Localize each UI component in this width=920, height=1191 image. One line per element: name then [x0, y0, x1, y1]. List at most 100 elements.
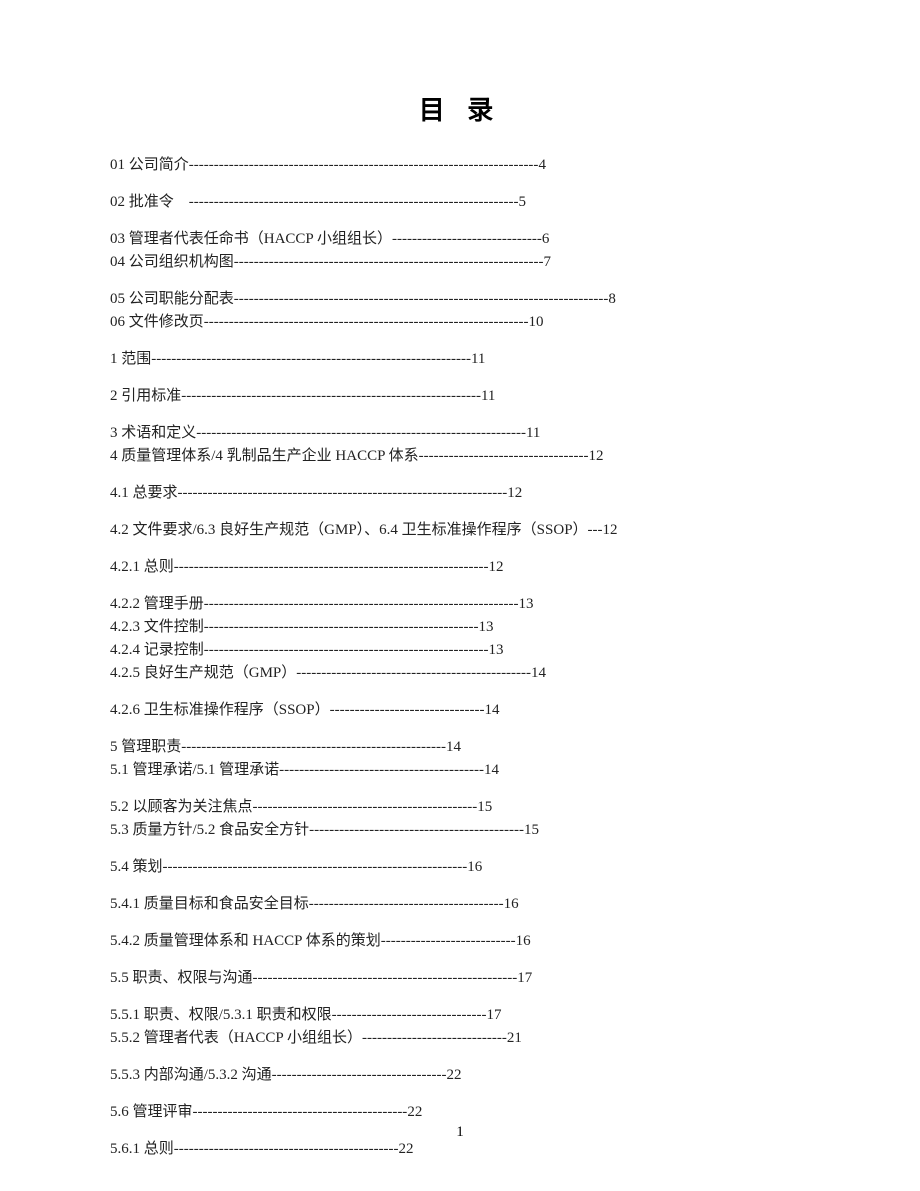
- toc-entry: 2 引用标准----------------------------------…: [110, 386, 810, 407]
- toc-entry: 4.2.4 记录控制------------------------------…: [110, 640, 810, 661]
- toc-entry-page: 10: [528, 312, 543, 333]
- toc-entry-page: 12: [488, 557, 503, 578]
- toc-entry-leader: ----------------------------------------…: [279, 760, 484, 781]
- toc-entry-page: 22: [447, 1065, 462, 1086]
- toc-entry: 01 公司简介---------------------------------…: [110, 155, 810, 176]
- toc-entry-leader: ----------------------------------------…: [234, 289, 604, 310]
- toc-entry-leader: -------------------------------: [332, 1005, 487, 1026]
- table-of-contents: 01 公司简介---------------------------------…: [110, 155, 810, 1160]
- toc-entry: 05 公司职能分配表------------------------------…: [110, 289, 810, 310]
- toc-entry-page: 7: [543, 252, 551, 273]
- toc-entry-page: -8: [603, 289, 616, 310]
- toc-entry-leader: -----------------------------------: [272, 1065, 447, 1086]
- toc-entry-page: 14: [531, 663, 546, 684]
- toc-entry-label: 05 公司职能分配表: [110, 289, 234, 310]
- toc-entry-label: 4.2.4 记录控制: [110, 640, 204, 661]
- toc-entry-leader: ----------------------------------------…: [174, 557, 489, 578]
- toc-entry: 5.5.2 管理者代表（HACCP 小组组长）-----------------…: [110, 1028, 810, 1049]
- toc-entry-label: 5.4.2 质量管理体系和 HACCP 体系的策划: [110, 931, 381, 952]
- toc-entry: 06 文件修改页--------------------------------…: [110, 312, 810, 333]
- toc-entry-leader: ----------------------------------------…: [204, 594, 519, 615]
- toc-entry-page: 13: [479, 617, 494, 638]
- toc-entry-page: 13: [518, 594, 533, 615]
- toc-entry: 3 术语和定义---------------------------------…: [110, 423, 810, 444]
- toc-entry-label: 5.5 职责、权限与沟通: [110, 968, 253, 989]
- toc-entry-leader: ----------------------------------------…: [181, 737, 446, 758]
- toc-entry-label: 2 引用标准: [110, 386, 181, 407]
- toc-entry-page: 16: [504, 894, 519, 915]
- toc-entry-label: 06 文件修改页: [110, 312, 204, 333]
- toc-entry-label: 5.5.3 内部沟通/5.3.2 沟通: [110, 1065, 272, 1086]
- toc-entry: 5.1 管理承诺/5.1 管理承诺-----------------------…: [110, 760, 810, 781]
- toc-entry-label: 4.2.3 文件控制: [110, 617, 204, 638]
- toc-entry-label: 5.4.1 质量目标和食品安全目标: [110, 894, 309, 915]
- toc-entry: 5.3 质量方针/5.2 食品安全方针---------------------…: [110, 820, 810, 841]
- toc-entry-page: 15: [477, 797, 492, 818]
- page-title: 目 录: [110, 90, 810, 127]
- toc-entry-label: 4 质量管理体系/4 乳制品生产企业 HACCP 体系: [110, 446, 419, 467]
- toc-entry: 4.2.6 卫生标准操作程序（SSOP）--------------------…: [110, 700, 810, 721]
- toc-entry-page: 17: [487, 1005, 502, 1026]
- toc-entry-leader: ----------------------------------------…: [178, 483, 508, 504]
- toc-entry: 5.4 策划----------------------------------…: [110, 857, 810, 878]
- toc-entry-leader: ----------------------------------------…: [204, 640, 489, 661]
- toc-entry: 4.2.1 总则--------------------------------…: [110, 557, 810, 578]
- toc-entry-page: 14: [484, 760, 499, 781]
- toc-entry-label: 5.2 以顾客为关注焦点: [110, 797, 253, 818]
- toc-entry: 5.4.2 质量管理体系和 HACCP 体系的策划---------------…: [110, 931, 810, 952]
- toc-entry-label: 5.5.2 管理者代表（HACCP 小组组长）: [110, 1028, 362, 1049]
- toc-entry-label: 5.5.1 职责、权限/5.3.1 职责和权限: [110, 1005, 332, 1026]
- toc-entry: 5.5.3 内部沟通/5.3.2 沟通---------------------…: [110, 1065, 810, 1086]
- toc-entry-label: 04 公司组织机构图: [110, 252, 234, 273]
- toc-entry-leader: ----------------------------------------…: [189, 192, 519, 213]
- toc-entry-page: 22: [399, 1139, 414, 1160]
- toc-entry: 5.5.1 职责、权限/5.3.1 职责和权限-----------------…: [110, 1005, 810, 1026]
- toc-entry-label: 4.2 文件要求/6.3 良好生产规范（GMP）、6.4 卫生标准操作程序（SS…: [110, 520, 603, 541]
- toc-entry-label: 4.1 总要求: [110, 483, 178, 504]
- toc-entry-leader: ----------------------------------------…: [296, 663, 531, 684]
- toc-entry-label: 4.2.6 卫生标准操作程序（SSOP）: [110, 700, 330, 721]
- toc-entry: 4 质量管理体系/4 乳制品生产企业 HACCP 体系-------------…: [110, 446, 810, 467]
- toc-entry-leader: ----------------------------------------…: [253, 968, 518, 989]
- toc-entry-leader: ----------------------------------------…: [181, 386, 481, 407]
- toc-entry-page: 16: [467, 857, 482, 878]
- toc-entry-page: 15: [524, 820, 539, 841]
- toc-entry: 1 范围------------------------------------…: [110, 349, 810, 370]
- toc-entry-leader: ----------------------------------------…: [309, 820, 524, 841]
- toc-entry: 4.2 文件要求/6.3 良好生产规范（GMP）、6.4 卫生标准操作程序（SS…: [110, 520, 810, 541]
- toc-entry-leader: ----------------------------------------…: [234, 252, 544, 273]
- toc-entry: 02 批准令 ---------------------------------…: [110, 192, 810, 213]
- toc-entry-page: 14: [484, 700, 499, 721]
- toc-entry-leader: ----------------------------------------…: [193, 1102, 408, 1123]
- toc-entry-leader: ----------------------------------: [419, 446, 589, 467]
- toc-entry-label: 1 范围: [110, 349, 151, 370]
- toc-entry-page: 17: [517, 968, 532, 989]
- toc-entry-leader: ----------------------------------------…: [196, 423, 526, 444]
- toc-entry-page: 14: [446, 737, 461, 758]
- toc-entry: 5.6 管理评审--------------------------------…: [110, 1102, 810, 1123]
- toc-entry-page: 16: [516, 931, 531, 952]
- toc-entry-page: 13: [489, 640, 504, 661]
- toc-entry-label: 5.6.1 总则: [110, 1139, 174, 1160]
- toc-entry-leader: ----------------------------------------…: [253, 797, 478, 818]
- toc-entry: 03 管理者代表任命书（HACCP 小组组长）-----------------…: [110, 229, 810, 250]
- toc-entry-page: 12: [507, 483, 522, 504]
- toc-entry-page: 21: [507, 1028, 522, 1049]
- page-number: 1: [0, 1124, 920, 1141]
- toc-entry: 4.2.2 管理手册------------------------------…: [110, 594, 810, 615]
- toc-entry-label: 5.3 质量方针/5.2 食品安全方针: [110, 820, 309, 841]
- toc-entry-page: 4: [538, 155, 546, 176]
- toc-entry-label: 4.2.1 总则: [110, 557, 174, 578]
- toc-entry-page: 22: [407, 1102, 422, 1123]
- toc-entry-leader: ----------------------------------------…: [189, 155, 539, 176]
- toc-entry-label: 5 管理职责: [110, 737, 181, 758]
- toc-entry: 5.2 以顾客为关注焦点----------------------------…: [110, 797, 810, 818]
- toc-entry-label: 02 批准令: [110, 192, 189, 213]
- toc-entry: 4.1 总要求---------------------------------…: [110, 483, 810, 504]
- toc-entry: 5.5 职责、权限与沟通----------------------------…: [110, 968, 810, 989]
- toc-entry-leader: ----------------------------------------…: [174, 1139, 399, 1160]
- toc-entry: 4.2.5 良好生产规范（GMP）-----------------------…: [110, 663, 810, 684]
- toc-entry-page: 6: [542, 229, 550, 250]
- toc-entry-label: 3 术语和定义: [110, 423, 196, 444]
- toc-entry-leader: ---------------------------: [381, 931, 516, 952]
